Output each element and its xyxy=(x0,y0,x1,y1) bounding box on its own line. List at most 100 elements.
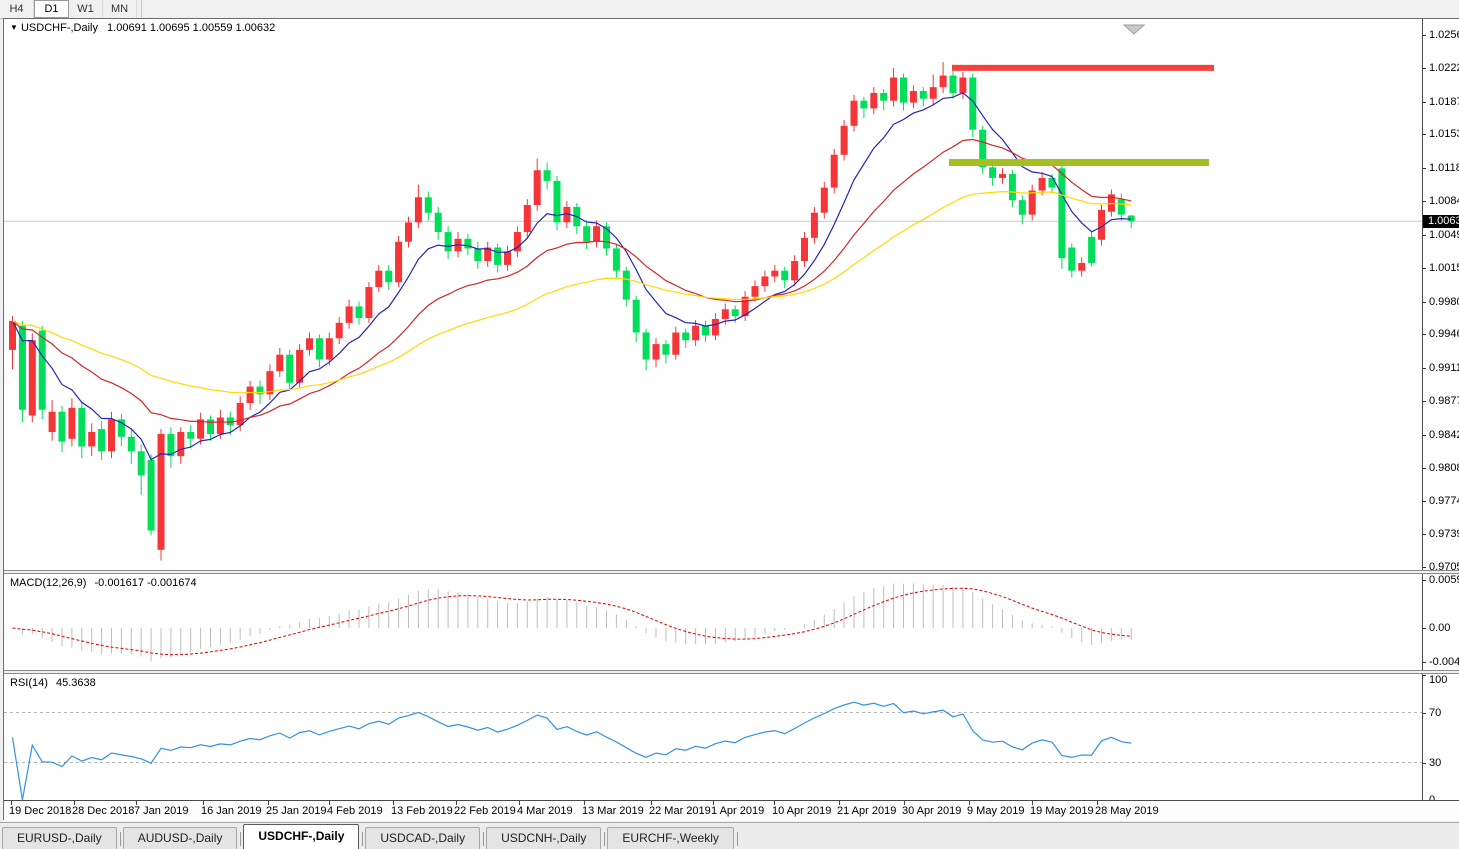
panel-splitter[interactable] xyxy=(4,670,1459,674)
resistance-line[interactable] xyxy=(952,64,1214,71)
bear-candle xyxy=(919,91,927,99)
bull-candle xyxy=(801,237,808,262)
rsi-panel[interactable]: RSI(14) 45.3638 100 70 30 0 xyxy=(4,674,1459,800)
tab-separator xyxy=(119,832,121,846)
chart-shift-triangle-icon[interactable] xyxy=(1122,24,1146,35)
tab-usdcnh-daily[interactable]: USDCNH-,Daily xyxy=(486,827,602,849)
price-tick xyxy=(1423,467,1426,469)
price-axis-label: 1.02560 xyxy=(1429,29,1459,41)
chart-tab-bar: EURUSD-,Daily AUDUSD-,Daily USDCHF-,Daily U… xyxy=(0,822,1459,849)
support-line[interactable] xyxy=(949,158,1209,166)
price-tick xyxy=(1423,301,1426,303)
date-axis-label: 22 Mar 2019 xyxy=(649,805,711,817)
bull-candle xyxy=(711,318,719,336)
price-axis-label: 1.02220 xyxy=(1429,61,1459,74)
bear-candle xyxy=(622,270,630,300)
timeframe-button-w1[interactable]: W1 xyxy=(69,0,103,18)
bull-candle xyxy=(870,92,878,109)
bear-candle xyxy=(979,129,987,168)
bear-candle xyxy=(18,325,26,410)
bear-candle xyxy=(989,167,997,178)
timeframe-button-mn[interactable]: MN xyxy=(103,0,137,18)
bull-candle xyxy=(157,433,165,550)
tab-separator xyxy=(604,832,606,846)
price-axis-label: 1.01530 xyxy=(1429,128,1459,141)
price-tick xyxy=(1423,567,1426,569)
tab-usdcad-daily[interactable]: USDCAD-,Daily xyxy=(365,827,481,849)
chart-ohlc-values: 1.00691 1.00695 1.00559 1.00632 xyxy=(107,22,276,34)
bear-candle xyxy=(1008,174,1016,201)
bull-candle xyxy=(236,403,244,426)
bull-candle xyxy=(692,325,700,341)
bull-candle xyxy=(28,340,36,416)
rsi-tick xyxy=(1423,712,1426,714)
bull-candle xyxy=(68,407,76,439)
tab-eurchf-weekly[interactable]: EURCHF-,Weekly xyxy=(607,827,734,849)
tab-separator xyxy=(736,832,738,846)
date-axis-label: 28 May 2019 xyxy=(1095,805,1159,817)
macd-panel[interactable]: MACD(12,26,9) -0.001617 -0.001674 0.0059… xyxy=(4,574,1459,670)
bull-candle xyxy=(405,222,412,242)
bear-candle xyxy=(286,354,294,383)
price-tick xyxy=(1423,401,1426,403)
bear-candle xyxy=(78,407,86,447)
bear-candle xyxy=(187,431,195,439)
price-tick xyxy=(1423,134,1426,136)
slow-ma-line xyxy=(12,190,1132,394)
bear-candle xyxy=(385,270,393,283)
date-axis[interactable]: 19 Dec 2018 28 Dec 2018 7 Jan 2019 16 Jan 2… xyxy=(4,800,1459,821)
bull-candle xyxy=(939,75,947,88)
current-price-badge: 1.00632 xyxy=(1423,215,1459,229)
bear-candle xyxy=(137,451,145,476)
bear-candle xyxy=(781,270,789,281)
tab-eurusd-daily[interactable]: EURUSD-,Daily xyxy=(2,827,117,849)
bear-candle xyxy=(860,100,868,109)
bear-candle xyxy=(355,306,363,319)
bull-candle xyxy=(721,309,729,319)
timeframe-button-d1[interactable]: D1 xyxy=(34,0,69,18)
bull-candle xyxy=(246,386,254,404)
macd-axis-label: 0.00597 xyxy=(1429,574,1459,586)
timeframe-toolbar: H4 D1 W1 MN xyxy=(0,0,1459,19)
tab-audusd-daily[interactable]: AUDUSD-,Daily xyxy=(122,827,238,849)
macd-canvas[interactable] xyxy=(4,574,1422,670)
price-axis-label: 0.97050 xyxy=(1429,561,1459,570)
rsi-axis-label: 0 xyxy=(1429,794,1436,800)
bear-candle xyxy=(147,459,155,531)
bear-candle xyxy=(603,226,610,249)
bear-candle xyxy=(880,92,888,101)
rsi-axis-label: 100 xyxy=(1429,674,1448,686)
bear-candle xyxy=(949,75,957,93)
bull-candle xyxy=(810,212,818,238)
price-tick xyxy=(1423,101,1426,103)
timeframe-button-h4[interactable]: H4 xyxy=(0,0,34,18)
bull-candle xyxy=(504,251,511,265)
date-axis-label: 7 Jan 2019 xyxy=(134,805,189,817)
main-price-panel[interactable]: ▼ USDCHF-,Daily 1.00691 1.00695 1.00559 … xyxy=(4,19,1459,570)
date-tick xyxy=(713,801,714,805)
bull-candle xyxy=(276,354,284,372)
bull-candle xyxy=(48,411,56,432)
date-tick xyxy=(839,801,840,805)
rsi-canvas[interactable] xyxy=(4,674,1422,800)
date-tick xyxy=(969,801,970,805)
bull-candle xyxy=(197,419,205,439)
panel-splitter[interactable] xyxy=(4,570,1459,574)
chart-symbol-label: USDCHF-,Daily xyxy=(20,22,98,34)
date-axis-label: 13 Feb 2019 xyxy=(391,805,453,817)
price-tick xyxy=(1423,168,1426,170)
tab-usdchf-daily[interactable]: USDCHF-,Daily xyxy=(243,824,360,849)
macd-axis[interactable]: 0.00597 0.00 -0.00424 xyxy=(1422,574,1459,670)
price-axis[interactable]: 1.02560 1.02220 1.01870 1.01530 1.01180 1.008… xyxy=(1422,19,1459,570)
bear-candle xyxy=(731,309,739,317)
bear-candle xyxy=(543,170,551,181)
date-axis-label: 1 Apr 2019 xyxy=(711,805,765,817)
bear-candle xyxy=(494,247,502,265)
main-chart-canvas[interactable] xyxy=(4,19,1422,570)
bull-candle xyxy=(959,77,967,93)
rsi-axis[interactable]: 100 70 30 0 xyxy=(1422,674,1459,800)
macd-signal-line xyxy=(12,587,1132,656)
price-axis-label: 0.99460 xyxy=(1429,328,1459,341)
date-tick xyxy=(329,801,330,805)
collapse-arrow-icon[interactable]: ▼ xyxy=(10,23,18,32)
